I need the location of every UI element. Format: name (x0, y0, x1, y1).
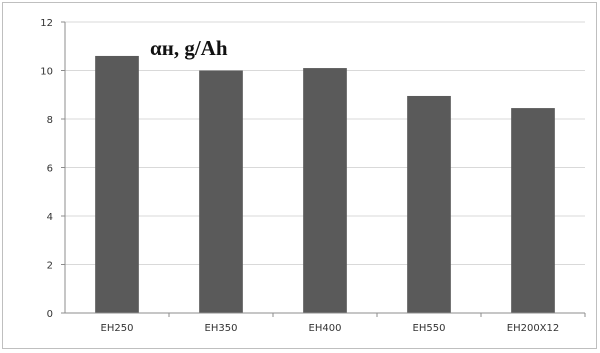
y-tick-labels: 0 2 4 6 8 10 12 (40, 18, 53, 320)
y-tick-label: 4 (47, 212, 53, 223)
x-tick-label: EH550 (413, 323, 446, 334)
y-tick-label: 2 (47, 261, 53, 272)
axes (61, 21, 586, 317)
x-tick-label: EH350 (205, 323, 238, 334)
bar (199, 70, 243, 313)
bar (95, 55, 139, 313)
x-tick-label: EH200X12 (507, 323, 560, 334)
bar (511, 108, 555, 314)
x-tick-label: EH400 (309, 323, 342, 334)
y-tick-label: 0 (47, 309, 53, 320)
chart-title: αн, g/Ah (150, 36, 228, 60)
bar (407, 95, 451, 314)
y-tick-label: 10 (40, 67, 53, 78)
y-tick-label: 12 (40, 18, 53, 29)
y-tick-label: 6 (47, 164, 53, 175)
bar (303, 68, 347, 313)
x-tick-labels: EH250 EH350 EH400 EH550 EH200X12 (101, 323, 560, 334)
y-tick-label: 8 (47, 115, 53, 126)
x-tick-label: EH250 (101, 323, 134, 334)
chart-frame (2, 2, 597, 349)
bars (95, 55, 555, 314)
